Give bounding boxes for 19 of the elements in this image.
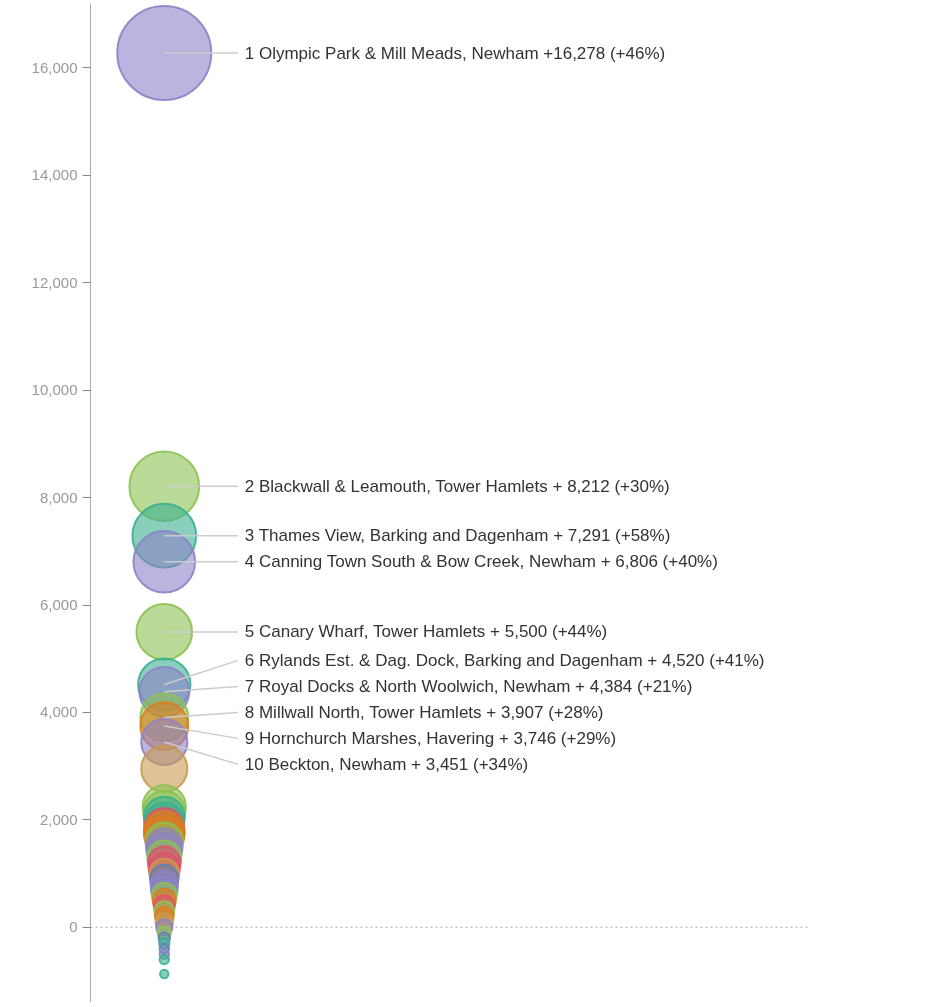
annotation: 5 Canary Wharf, Tower Hamlets + 5,500 (+44%)	[244, 622, 608, 642]
y-tick-label: 8,000	[39, 488, 78, 506]
annotation: 8 Millwall North, Tower Hamlets + 3,907 (+28%)	[244, 702, 604, 722]
annotation: 9 Hornchurch Marshes, Havering + 3,746 (+29%)	[244, 728, 617, 748]
annotation: 2 Blackwall & Leamouth, Tower Hamlets + 8,212 (+30%)	[244, 476, 670, 496]
y-tick-label: 10,000	[31, 381, 78, 399]
y-tick-label: 2,000	[39, 810, 78, 828]
annotation: 4 Canning Town South & Bow Creek, Newham + 6,806 (+40%)	[244, 552, 718, 572]
y-tick-label: 12,000	[31, 273, 78, 291]
y-tick-label: 14,000	[31, 166, 78, 184]
annotation: 7 Royal Docks & North Woolwich, Newham + 4,384 (+21%)	[244, 676, 693, 696]
annotation: 1 Olympic Park & Mill Meads, Newham +16,278 (+46%)	[244, 43, 666, 63]
annotation: 3 Thames View, Barking and Dagenham + 7,291 (+58%)	[244, 526, 671, 546]
y-tick-label: 4,000	[39, 703, 78, 721]
annotation: 6 Rylands Est. & Dag. Dock, Barking and Dagenham + 4,520 (+41%)	[244, 650, 765, 670]
y-tick-label: 6,000	[39, 596, 78, 614]
annotation: 10 Beckton, Newham + 3,451 (+34%)	[244, 754, 529, 774]
y-tick-label: 0	[69, 918, 78, 936]
y-tick-label: 16,000	[31, 58, 78, 76]
